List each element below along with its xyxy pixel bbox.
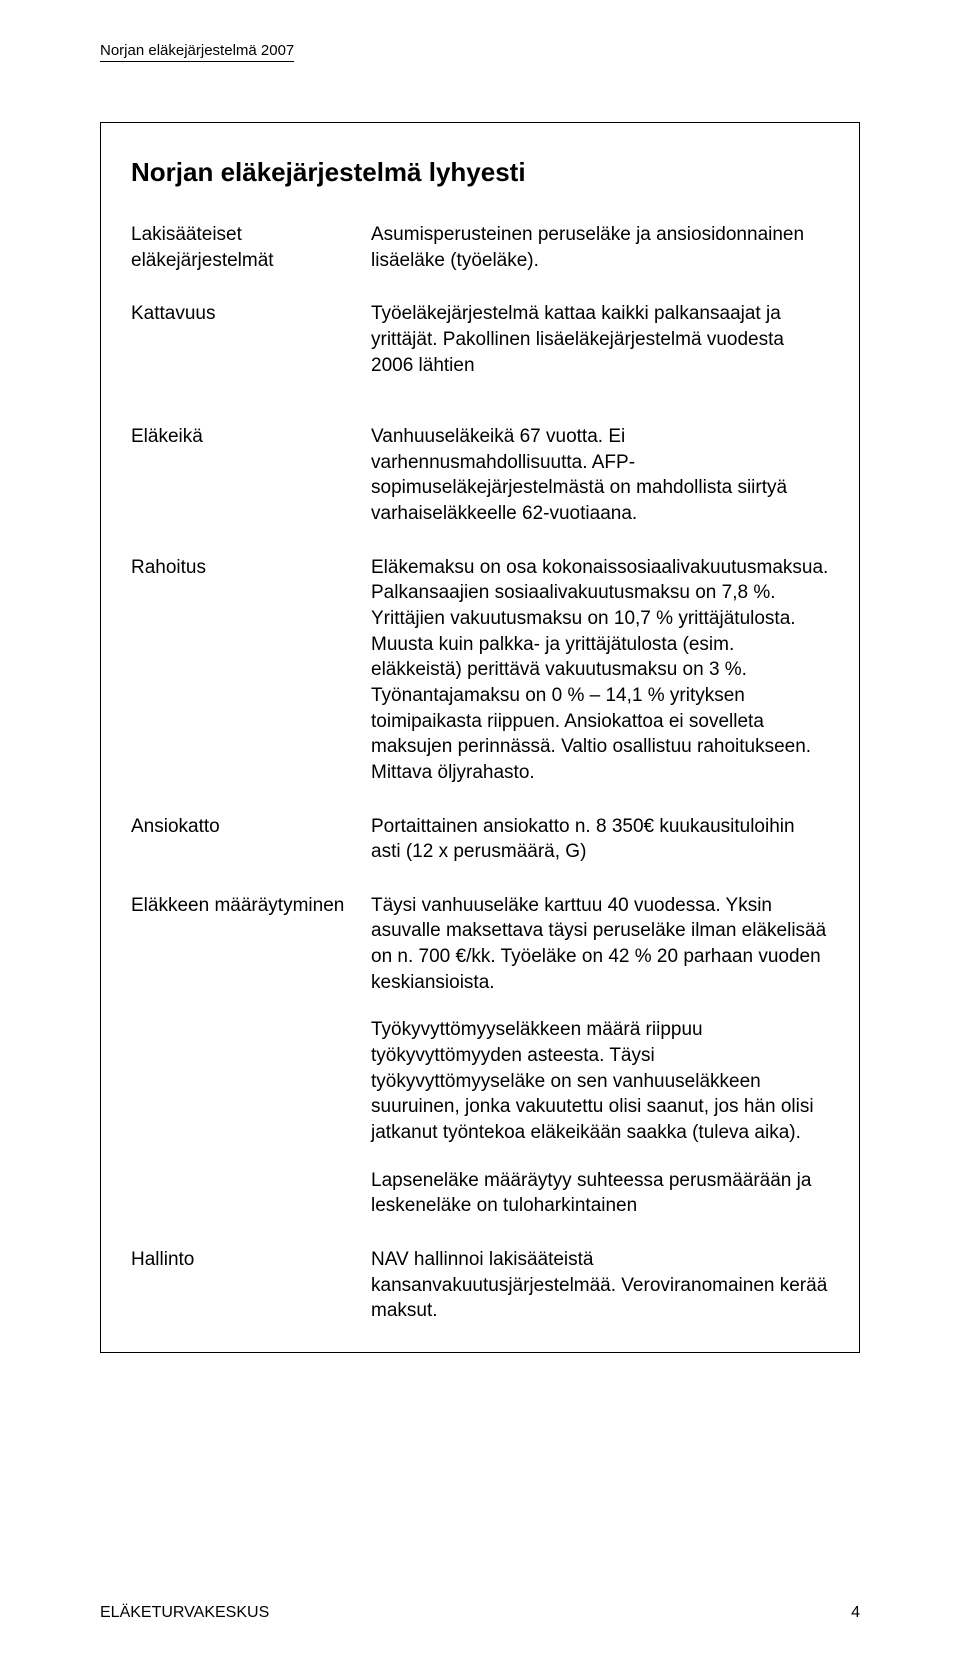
row-label: Lakisääteiset eläkejärjestelmät <box>131 222 371 273</box>
definition-row: Rahoitus Eläkemaksu on osa kokonaissosia… <box>131 555 829 786</box>
page-number: 4 <box>851 1604 860 1622</box>
footer-source: ELÄKETURVAKESKUS <box>100 1604 269 1622</box>
row-label: Kattavuus <box>131 301 371 378</box>
row-paragraph: NAV hallinnoi lakisääteistä kansanvakuut… <box>371 1247 829 1324</box>
definition-row: Ansiokatto Portaittainen ansiokatto n. 8… <box>131 814 829 865</box>
row-paragraph: Eläkemaksu on osa kokonaissosiaalivakuut… <box>371 555 829 786</box>
definition-row: Hallinto NAV hallinnoi lakisääteistä kan… <box>131 1247 829 1324</box>
row-label: Rahoitus <box>131 555 371 786</box>
definition-row: Lakisääteiset eläkejärjestelmät Asumispe… <box>131 222 829 273</box>
row-label: Hallinto <box>131 1247 371 1324</box>
row-paragraph: Vanhuuseläkeikä 67 vuotta. Ei varhennusm… <box>371 424 829 527</box>
row-paragraph: Asumisperusteinen peruseläke ja ansiosid… <box>371 222 829 273</box>
row-paragraph: Työkyvyttömyyseläkkeen määrä riippuu työ… <box>371 1017 829 1145</box>
page-footer: ELÄKETURVAKESKUS 4 <box>100 1604 860 1622</box>
content-box: Norjan eläkejärjestelmä lyhyesti Lakisää… <box>100 122 860 1353</box>
definition-row: Eläkeikä Vanhuuseläkeikä 67 vuotta. Ei v… <box>131 424 829 527</box>
running-header: Norjan eläkejärjestelmä 2007 <box>100 42 294 62</box>
row-value: Työeläkejärjestelmä kattaa kaikki palkan… <box>371 301 829 378</box>
page-title: Norjan eläkejärjestelmä lyhyesti <box>131 157 829 188</box>
row-paragraph: Portaittainen ansiokatto n. 8 350€ kuuka… <box>371 814 829 865</box>
row-value: Täysi vanhuuseläke karttuu 40 vuodessa. … <box>371 893 829 1219</box>
row-value: Portaittainen ansiokatto n. 8 350€ kuuka… <box>371 814 829 865</box>
row-paragraph: Täysi vanhuuseläke karttuu 40 vuodessa. … <box>371 893 829 996</box>
definition-row: Eläkkeen määräytyminen Täysi vanhuuseläk… <box>131 893 829 1219</box>
row-label: Ansiokatto <box>131 814 371 865</box>
row-paragraph: Työeläkejärjestelmä kattaa kaikki palkan… <box>371 301 829 378</box>
row-paragraph: Lapseneläke määräytyy suhteessa perusmää… <box>371 1168 829 1219</box>
row-label: Eläkkeen määräytyminen <box>131 893 371 1219</box>
row-value: Vanhuuseläkeikä 67 vuotta. Ei varhennusm… <box>371 424 829 527</box>
row-value: Eläkemaksu on osa kokonaissosiaalivakuut… <box>371 555 829 786</box>
row-value: Asumisperusteinen peruseläke ja ansiosid… <box>371 222 829 273</box>
definition-row: Kattavuus Työeläkejärjestelmä kattaa kai… <box>131 301 829 378</box>
row-label: Eläkeikä <box>131 424 371 527</box>
row-value: NAV hallinnoi lakisääteistä kansanvakuut… <box>371 1247 829 1324</box>
